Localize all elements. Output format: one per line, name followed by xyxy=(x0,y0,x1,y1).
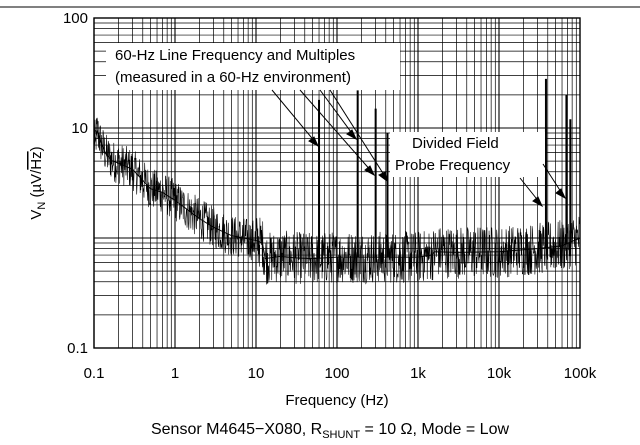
y-tick-label: 10 xyxy=(71,120,88,137)
spike-lines xyxy=(318,78,572,259)
arrow-420hz-head xyxy=(378,171,388,183)
arrow-420hz xyxy=(329,89,387,179)
annotation-probe-frequency-line1: Divided Field xyxy=(412,135,499,152)
x-tick-label: 10 xyxy=(248,365,265,382)
x-tick-label: 10k xyxy=(487,365,512,382)
y-axis-title-sqrt: Hz xyxy=(28,151,45,169)
plot-frame xyxy=(93,17,581,349)
y-axis-title-main: V xyxy=(28,210,45,220)
y-axis-title: VN (µV/Hz) xyxy=(28,146,48,219)
annotation-probe-frequency: Divided Field Probe Frequency xyxy=(390,132,545,177)
annotation-probe-frequency-line2: Probe Frequency xyxy=(395,157,511,174)
x-tick-label: 0.1 xyxy=(84,365,105,382)
arrow-300hz-head xyxy=(364,165,376,177)
y-tick-label: 100 xyxy=(63,10,88,27)
annotation-line-frequency-line2: (measured in a 60-Hz environment) xyxy=(115,69,351,86)
arrow-180hz xyxy=(319,89,355,137)
y-axis-title-close: ) xyxy=(28,146,45,151)
annotation-line-frequency: 60-Hz Line Frequency and Multiples (meas… xyxy=(106,43,400,90)
x-tick-label: 1k xyxy=(410,365,426,382)
arrow-60hz xyxy=(271,89,317,144)
chart-caption: Sensor M4645−X080, RSHUNT = 10 Ω, Mode =… xyxy=(151,421,509,441)
arrow-probe-1-head xyxy=(532,196,544,208)
x-axis-title: Frequency (Hz) xyxy=(285,392,388,409)
y-tick-label: 0.1 xyxy=(67,340,88,357)
series-line xyxy=(93,130,581,260)
arrow-probe-2-head xyxy=(555,188,567,200)
annotation-line-frequency-line1: 60-Hz Line Frequency and Multiples xyxy=(115,47,355,64)
y-tick-labels: 0.1 10 100 xyxy=(63,10,88,357)
caption-post: = 10 Ω, Mode = Low xyxy=(360,421,509,438)
x-tick-labels: 0.1 1 10 100 1k 10k 100k xyxy=(84,365,597,382)
arrow-300hz xyxy=(299,89,373,173)
caption-sub: SHUNT xyxy=(322,429,360,441)
x-tick-label: 100k xyxy=(564,365,597,382)
svg-text:VN (µV/Hz): VN (µV/Hz) xyxy=(28,146,48,219)
x-tick-label: 100 xyxy=(324,365,349,382)
y-axis-title-sub: N xyxy=(36,202,48,210)
noise-trace xyxy=(93,117,581,285)
arrow-180hz-head xyxy=(346,129,358,141)
annotation-line-frequency-box xyxy=(106,43,400,90)
noise-path xyxy=(93,117,581,285)
caption-pre: Sensor M4645−X080, R xyxy=(151,421,322,438)
arrow-60hz-head xyxy=(308,136,320,148)
x-tick-label: 1 xyxy=(171,365,179,382)
y-axis-title-rest: (µV/ xyxy=(28,169,45,202)
annotation-probe-frequency-box xyxy=(390,132,545,177)
annotation-arrows xyxy=(271,89,567,208)
